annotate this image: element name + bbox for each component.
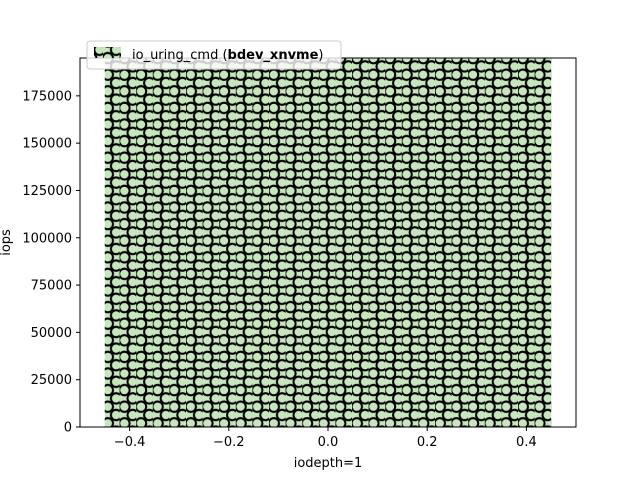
x-axis-label: iodepth=1	[294, 456, 363, 471]
x-tick-label: −0.2	[213, 435, 245, 450]
legend: io_uring_cmd (bdev_xnvme)	[86, 40, 342, 70]
y-tick-label: 75000	[31, 279, 72, 294]
bars-group	[104, 58, 552, 427]
y-tick-label: 175000	[22, 89, 72, 104]
legend-label: io_uring_cmd (bdev_xnvme)	[132, 48, 324, 63]
ticks-group: −0.4 −0.2 0.0 0.2 0.4 0 25000 50000 75000 100000 1…	[22, 89, 536, 450]
x-tick-label: 0.0	[318, 435, 339, 450]
y-tick-label: 150000	[22, 137, 72, 152]
x-tick-label: 0.4	[516, 435, 537, 450]
y-tick-label: 50000	[31, 326, 72, 341]
legend-label-prefix: io_uring_cmd (	[132, 48, 228, 63]
legend-label-bold: bdev_xnvme	[228, 48, 319, 63]
y-tick-label: 125000	[22, 184, 72, 199]
y-tick-label: 0	[64, 421, 72, 436]
y-axis-label: iops	[0, 229, 14, 256]
legend-label-suffix: )	[318, 48, 323, 63]
legend-swatch-hatch	[94, 47, 121, 58]
y-tick-label: 25000	[31, 373, 72, 388]
bar-hatch-0-0	[104, 58, 552, 427]
y-tick-label: 100000	[22, 231, 72, 246]
x-tick-label: −0.4	[114, 435, 146, 450]
legend-box	[86, 40, 342, 70]
x-tick-label: 0.2	[417, 435, 438, 450]
